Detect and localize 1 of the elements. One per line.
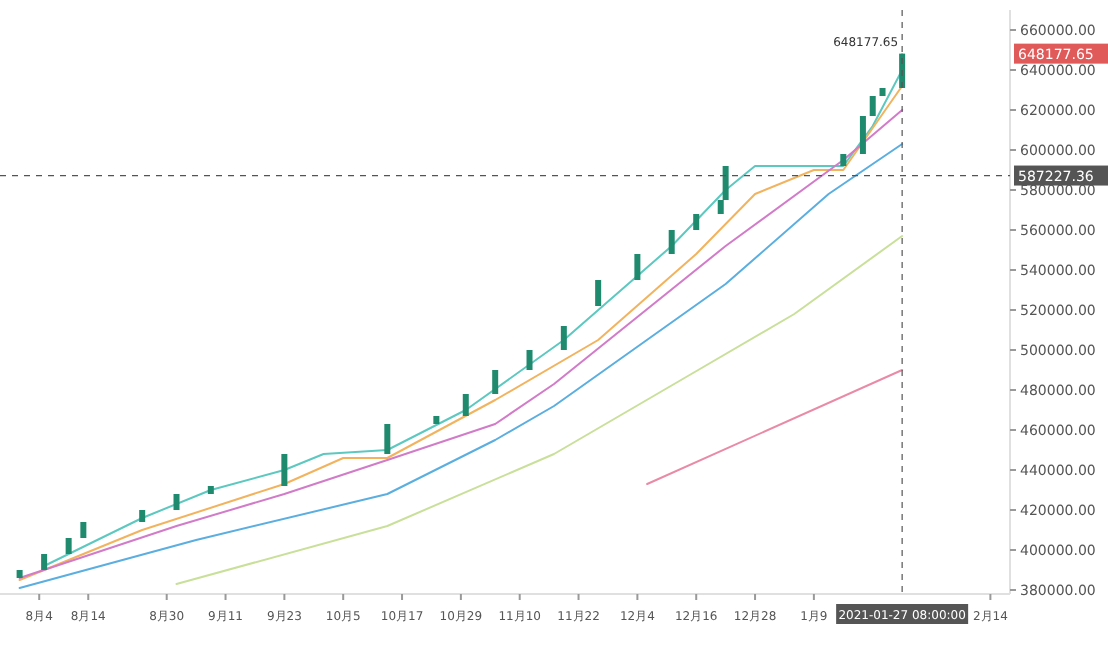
line-series <box>175 235 904 585</box>
